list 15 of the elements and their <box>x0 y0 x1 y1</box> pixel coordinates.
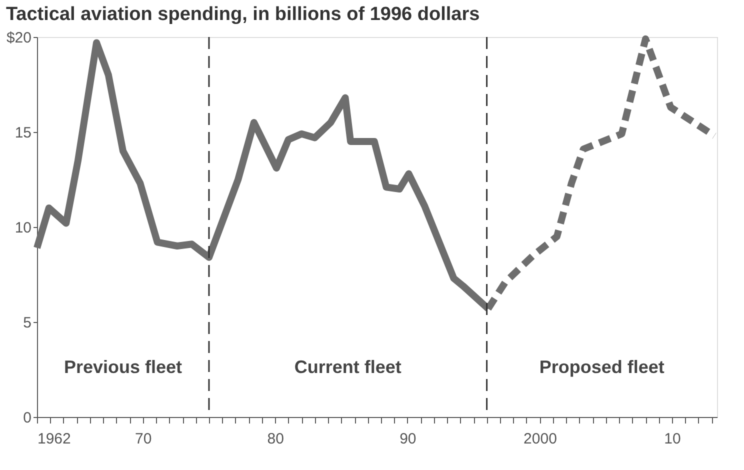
y-tick-label: $20 <box>6 30 32 46</box>
chart-title: Tactical aviation spending, in billions of 1996 dollars <box>6 4 480 25</box>
annotation: Previous fleet <box>64 357 182 377</box>
x-tick-label: 90 <box>400 430 416 448</box>
x-tick-label: 2000 <box>524 430 557 448</box>
annotation: Proposed fleet <box>539 357 664 377</box>
x-tick-label: 1962 <box>38 430 71 448</box>
x-tick-label: 80 <box>267 430 284 448</box>
x-tick-label: 10 <box>664 430 681 448</box>
annotation: Current fleet <box>294 357 402 377</box>
x-tick-label: 70 <box>134 430 152 448</box>
y-tick-label: 10 <box>14 220 32 236</box>
y-tick-label: 15 <box>14 124 32 142</box>
y-tick-label: 5 <box>23 314 32 332</box>
y-tick-label: 0 <box>23 410 32 426</box>
